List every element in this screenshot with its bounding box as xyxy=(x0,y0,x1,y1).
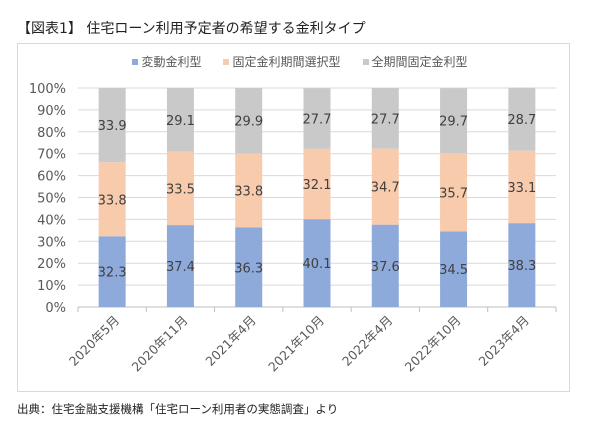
legend-item: 固定金利期間選択型 xyxy=(223,53,341,70)
x-tick-label: 2022年4月 xyxy=(339,313,395,369)
data-label: 33.1 xyxy=(507,181,536,196)
y-tick-label: 80% xyxy=(37,126,66,141)
y-tick-label: 40% xyxy=(37,213,66,228)
source-note: 出典：住宅金融支援機構「住宅ローン利用者の実態調査」より xyxy=(17,402,339,416)
x-tick-label: 2023年4月 xyxy=(476,313,532,369)
y-tick-label: 20% xyxy=(37,257,66,272)
legend-label: 全期間固定金利型 xyxy=(371,55,468,69)
y-tick-label: 30% xyxy=(37,235,66,250)
y-tick-label: 100% xyxy=(29,82,66,97)
data-label: 33.9 xyxy=(98,119,127,134)
legend-item: 変動金利型 xyxy=(132,53,201,70)
data-label: 33.8 xyxy=(98,193,127,208)
y-tick-label: 90% xyxy=(37,104,66,119)
bar-segment xyxy=(98,162,126,237)
data-label: 27.7 xyxy=(371,112,400,127)
bar-segment xyxy=(508,150,536,224)
data-label: 32.3 xyxy=(98,266,127,281)
legend-label: 固定金利期間選択型 xyxy=(232,55,341,69)
y-tick-label: 10% xyxy=(37,279,66,294)
x-tick-label: 2021年10月 xyxy=(265,313,327,375)
data-label: 35.7 xyxy=(439,186,468,201)
y-tick-label: 0% xyxy=(45,301,66,316)
legend-item: 全期間固定金利型 xyxy=(362,53,468,70)
x-tick-label: 2021年4月 xyxy=(202,313,258,369)
bar-segment xyxy=(303,219,331,307)
data-label: 37.4 xyxy=(166,260,195,275)
chart-frame xyxy=(17,43,570,392)
bar-segment xyxy=(235,227,263,307)
bar-segment xyxy=(371,88,399,149)
bar-segment xyxy=(508,223,536,307)
bar-segment xyxy=(166,225,194,307)
y-tick-label: 70% xyxy=(37,148,66,163)
chart-title: 【図表1】 住宅ローン利用予定者の希望する金利タイプ xyxy=(17,21,366,37)
legend-swatch xyxy=(223,58,230,65)
data-label: 32.1 xyxy=(303,178,332,193)
bar-segment xyxy=(235,153,263,228)
legend-swatch xyxy=(132,58,139,65)
bar-segment xyxy=(371,224,399,307)
bar-segment xyxy=(508,87,536,151)
bar-segment xyxy=(166,88,194,152)
y-tick-label: 60% xyxy=(37,170,66,185)
bar-segment xyxy=(440,153,468,232)
bar-segment xyxy=(371,148,399,225)
x-tick-label: 2020年5月 xyxy=(66,313,122,369)
data-label: 28.7 xyxy=(507,113,536,128)
bar-segment xyxy=(98,88,126,163)
bar-segment xyxy=(303,88,331,149)
data-label: 34.5 xyxy=(439,263,468,278)
data-label: 33.5 xyxy=(166,182,195,197)
x-tick-label: 2020年11月 xyxy=(129,313,191,375)
bar-segment xyxy=(166,151,194,226)
data-label: 36.3 xyxy=(234,261,263,276)
data-label: 37.6 xyxy=(371,260,400,275)
data-label: 38.3 xyxy=(507,259,536,274)
legend: 変動金利型 固定金利期間選択型 全期間固定金利型 xyxy=(0,53,600,70)
data-label: 34.7 xyxy=(371,181,400,196)
legend-label: 変動金利型 xyxy=(141,55,202,69)
bar-segment xyxy=(98,236,126,307)
x-tick-label: 2022年10月 xyxy=(402,313,464,375)
data-label: 40.1 xyxy=(303,257,332,272)
bar-segment xyxy=(303,148,331,220)
bar-segment xyxy=(235,88,263,154)
data-label: 29.7 xyxy=(439,115,468,130)
data-label: 27.7 xyxy=(303,113,332,128)
legend-swatch xyxy=(362,58,369,65)
y-tick-label: 50% xyxy=(37,192,66,207)
data-label: 33.8 xyxy=(234,184,263,199)
bar-segment xyxy=(440,231,468,307)
data-label: 29.9 xyxy=(234,115,263,130)
data-label: 29.1 xyxy=(166,114,195,129)
bar-segment xyxy=(440,88,468,154)
